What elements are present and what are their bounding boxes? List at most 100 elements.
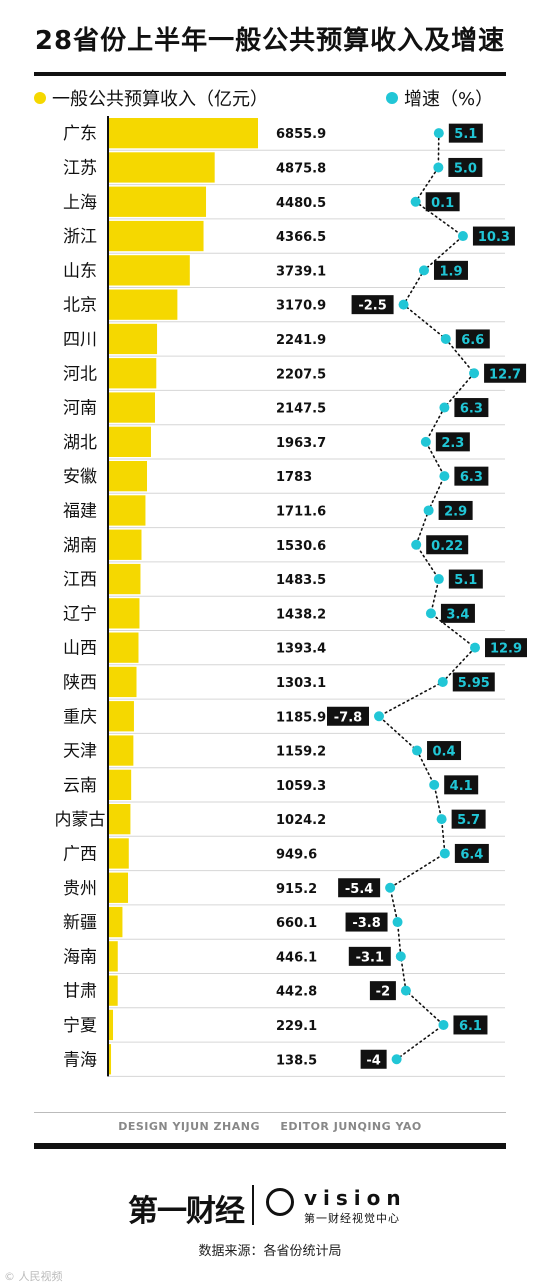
revenue-value-label: 915.2 <box>276 882 317 897</box>
growth-point <box>400 985 411 996</box>
growth-point <box>411 539 422 550</box>
growth-value-label: 5.1 <box>454 127 477 142</box>
revenue-bar <box>108 323 158 355</box>
growth-label-box <box>448 157 483 177</box>
growth-value-label: -4 <box>366 1053 380 1068</box>
revenue-value-label: 1024.2 <box>276 813 326 828</box>
revenue-value-label: 1159.2 <box>276 745 326 760</box>
growth-label-box <box>453 1015 488 1035</box>
growth-point <box>440 333 451 344</box>
revenue-bar <box>108 186 207 217</box>
growth-label-box <box>454 843 489 863</box>
revenue-bar <box>108 906 123 938</box>
growth-point <box>470 642 480 653</box>
growth-label-box <box>369 981 396 1001</box>
growth-value-label: -5.4 <box>345 882 373 897</box>
revenue-bar <box>108 563 141 595</box>
growth-point <box>438 1019 449 1030</box>
growth-value-label: 6.3 <box>460 470 483 485</box>
growth-value-label: 12.7 <box>489 367 521 382</box>
growth-label-box <box>484 363 527 383</box>
province-label: 北京 <box>63 296 97 316</box>
cyan-dot-icon <box>386 92 398 104</box>
province-label: 新疆 <box>63 913 97 933</box>
revenue-bar <box>108 289 178 320</box>
revenue-bar <box>108 735 134 766</box>
credits: DESIGN YIJUN ZHANG EDITOR JUNQING YAO <box>0 1120 540 1133</box>
growth-label-box <box>454 398 489 418</box>
province-label: 广西 <box>63 844 97 864</box>
growth-point <box>439 402 450 413</box>
vision-logo-subtitle: 第一财经视觉中心 <box>304 1212 400 1225</box>
growth-value-label: -2.5 <box>358 299 386 314</box>
revenue-value-label: 1438.2 <box>276 607 326 622</box>
growth-point <box>433 162 444 173</box>
growth-value-label: 4.1 <box>450 779 473 794</box>
growth-value-label: 0.4 <box>433 745 456 760</box>
growth-label-box <box>348 946 391 966</box>
province-label: 天津 <box>63 742 97 762</box>
revenue-bar <box>108 255 190 286</box>
growth-point <box>439 848 450 859</box>
revenue-bar <box>108 220 204 252</box>
province-label: 四川 <box>63 330 97 350</box>
revenue-bar <box>108 769 132 800</box>
growth-value-label: -7.8 <box>334 710 362 725</box>
revenue-bar <box>108 975 118 1006</box>
growth-point <box>398 299 409 310</box>
growth-point <box>418 265 429 276</box>
province-label: 青海 <box>63 1050 97 1070</box>
growth-point <box>395 951 406 962</box>
revenue-value-label: 1185.9 <box>276 710 326 725</box>
title-divider <box>34 72 506 76</box>
growth-label-box <box>327 706 369 726</box>
revenue-bar <box>108 358 157 389</box>
revenue-bar <box>108 461 148 492</box>
growth-value-label: -3.8 <box>352 916 380 931</box>
revenue-value-label: 138.5 <box>276 1053 317 1068</box>
province-label: 辽宁 <box>63 604 97 624</box>
revenue-bar <box>108 598 140 629</box>
growth-value-label: 0.22 <box>431 539 463 554</box>
growth-value-label: 3.4 <box>446 607 469 622</box>
growth-value-label: -2 <box>376 985 390 1000</box>
growth-point <box>457 231 468 242</box>
growth-line <box>377 132 477 1061</box>
province-label: 陕西 <box>63 673 97 693</box>
revenue-value-label: 660.1 <box>276 916 317 931</box>
footer-bar <box>34 1143 506 1149</box>
yellow-dot-icon <box>34 92 46 104</box>
revenue-bar <box>108 872 129 903</box>
revenue-value-label: 229.1 <box>276 1019 317 1034</box>
revenue-bar <box>108 529 142 560</box>
revenue-value-label: 2207.5 <box>276 367 326 382</box>
growth-value-label: -3.1 <box>356 950 384 965</box>
growth-point <box>385 882 396 893</box>
growth-label-box <box>454 466 489 486</box>
revenue-value-label: 4875.8 <box>276 161 326 176</box>
province-label: 内蒙古 <box>55 810 106 830</box>
growth-label-box <box>360 1049 387 1069</box>
growth-point <box>425 608 436 619</box>
growth-point <box>429 779 440 790</box>
revenue-bar <box>108 804 131 835</box>
growth-value-label: 2.3 <box>441 436 464 451</box>
revenue-bar <box>108 838 129 869</box>
growth-label-box <box>448 123 483 143</box>
province-label: 贵州 <box>63 879 97 899</box>
province-label: 宁夏 <box>63 1016 97 1036</box>
legend-growth: 增速（%） <box>386 86 493 110</box>
revenue-value-label: 2241.9 <box>276 333 326 348</box>
growth-point <box>392 917 403 928</box>
province-label: 广东 <box>63 124 97 144</box>
province-label: 湖南 <box>63 536 97 556</box>
growth-value-label: 5.0 <box>454 161 477 176</box>
province-label: 河北 <box>63 364 97 384</box>
province-label: 山东 <box>63 261 97 281</box>
chart-title: 28省份上半年一般公共预算收入及增速 <box>34 26 506 56</box>
province-label: 甘肃 <box>63 982 97 1002</box>
growth-point <box>410 196 421 207</box>
growth-label-box <box>427 741 462 761</box>
province-label: 河南 <box>63 399 97 419</box>
revenue-bar <box>108 632 139 663</box>
